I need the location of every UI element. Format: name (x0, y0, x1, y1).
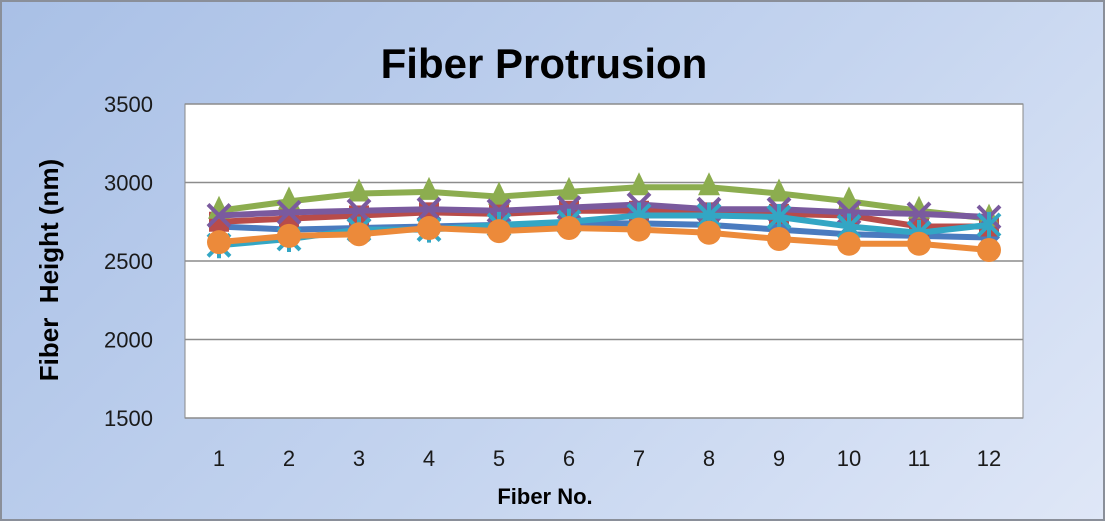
data-point-star (766, 204, 792, 231)
x-tick-label: 8 (703, 446, 715, 471)
x-tick-label: 2 (283, 446, 295, 471)
x-tick-label: 11 (908, 446, 931, 471)
data-point-x (906, 201, 932, 227)
data-point-circle (277, 223, 301, 248)
x-tick-label: 3 (353, 446, 365, 471)
data-point-triangle (418, 176, 440, 200)
y-tick-label: 2000 (104, 328, 153, 353)
x-tick-label: 12 (977, 446, 1001, 471)
x-tick-label: 4 (423, 446, 435, 471)
data-point-x (276, 199, 302, 225)
x-tick-label: 6 (563, 446, 575, 471)
x-axis-label: Fiber No. (497, 484, 592, 509)
data-point-triangle (768, 178, 790, 202)
data-point-circle (907, 231, 931, 256)
y-tick-label: 2500 (104, 249, 153, 274)
x-tick-label: 10 (837, 446, 861, 471)
data-point-circle (627, 217, 651, 242)
y-tick-label: 3000 (104, 171, 153, 196)
x-tick-label: 1 (213, 446, 225, 471)
data-point-x (206, 203, 232, 228)
data-point-triangle (558, 176, 580, 200)
data-point-triangle (838, 186, 860, 210)
data-point-circle (417, 216, 441, 241)
data-point-x (346, 198, 372, 224)
data-point-triangle (698, 172, 720, 196)
data-point-triangle (628, 172, 650, 196)
x-tick-label: 5 (493, 446, 505, 471)
data-point-circle (837, 231, 861, 256)
x-tick-label: 9 (773, 446, 785, 471)
data-point-x (416, 196, 442, 222)
chart-title: Fiber Protrusion (381, 40, 708, 87)
data-point-triangle (278, 186, 300, 210)
data-point-circle (557, 216, 581, 241)
series-line (218, 212, 990, 249)
series-line (218, 201, 990, 221)
data-point-circle (697, 220, 721, 245)
data-point-circle (347, 222, 371, 247)
data-point-circle (207, 230, 231, 255)
y-tick-label: 1500 (104, 406, 153, 431)
series-6 (207, 216, 1001, 263)
data-point-circle (487, 219, 511, 244)
y-tick-label: 3500 (104, 92, 153, 117)
data-point-star (976, 211, 1002, 238)
y-axis-label: Fiber Height (nm) (34, 159, 64, 381)
data-point-circle (977, 238, 1001, 263)
data-point-triangle (348, 178, 370, 202)
x-tick-label: 7 (633, 446, 645, 471)
data-point-triangle (488, 181, 510, 205)
data-point-circle (767, 227, 791, 252)
